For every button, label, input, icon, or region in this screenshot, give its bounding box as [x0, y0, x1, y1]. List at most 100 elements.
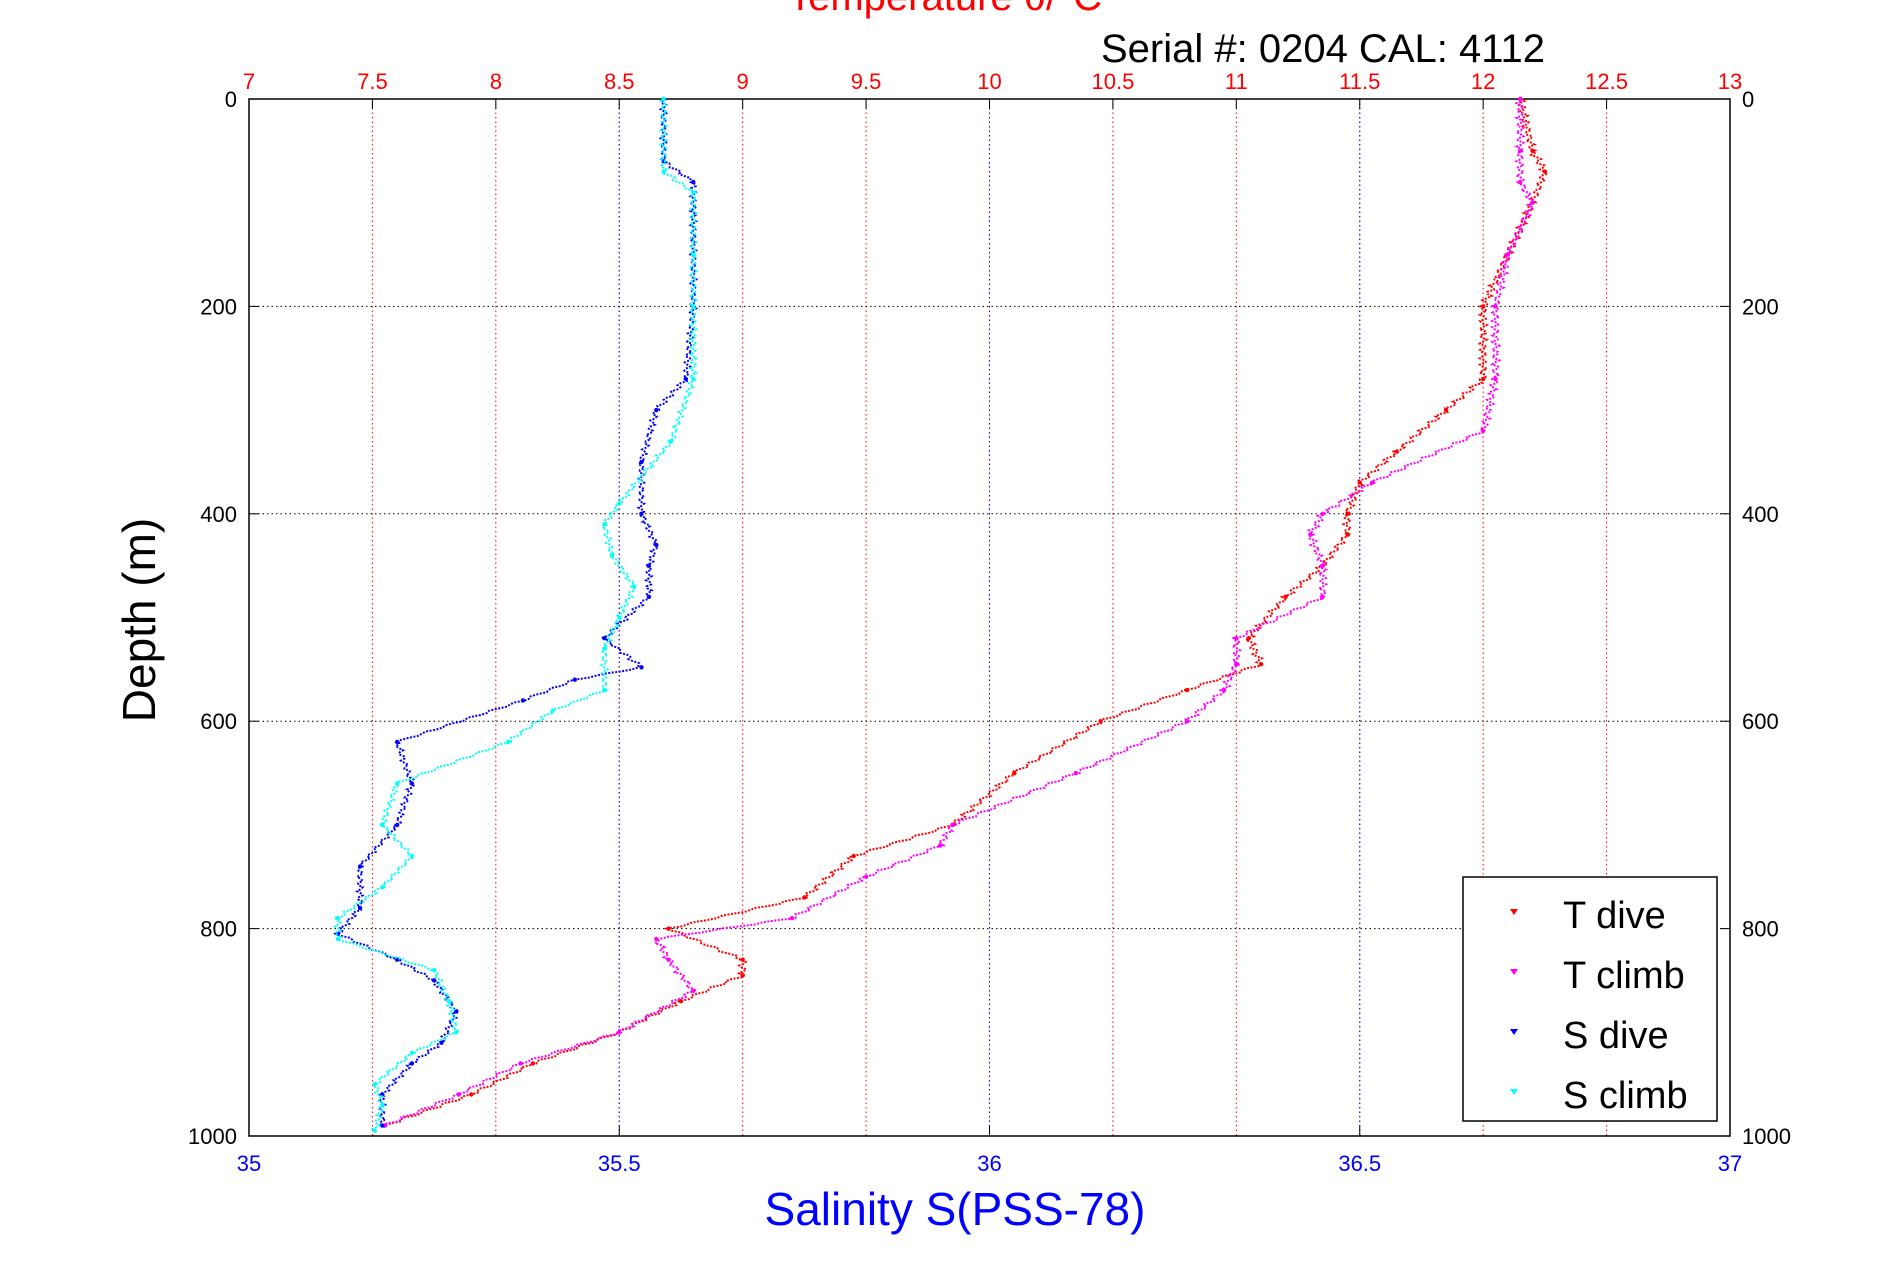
series-trace-t-dive — [384, 98, 1550, 1127]
legend-item: S climb — [1510, 1075, 1688, 1117]
data-point — [691, 376, 696, 382]
data-point — [1518, 148, 1523, 153]
legend: T dive T climb S dive S climb — [1462, 876, 1718, 1122]
data-point — [666, 957, 671, 962]
legend-marker — [1510, 909, 1518, 915]
depth-tick-label-left: 0 — [225, 87, 237, 112]
data-point — [446, 999, 452, 1004]
data-point — [851, 853, 856, 859]
temperature-axis-title: Temperature θ/°C — [788, 0, 1102, 19]
depth-tick-label-right: 0 — [1742, 87, 1754, 112]
data-point — [668, 439, 674, 444]
data-point — [380, 1123, 385, 1128]
data-point — [1505, 252, 1511, 257]
depth-tick-label-right: 400 — [1742, 502, 1779, 527]
data-point — [691, 252, 696, 257]
data-point — [802, 895, 807, 900]
sal-tick-label: 37 — [1718, 1151, 1742, 1176]
data-point — [691, 190, 696, 195]
data-point — [602, 687, 607, 693]
data-point — [1481, 428, 1486, 433]
data-point — [1246, 636, 1251, 641]
data-point — [394, 781, 400, 786]
series-layer — [332, 96, 1550, 1134]
data-point — [661, 169, 666, 174]
data-point — [520, 698, 526, 703]
legend-item: S dive — [1510, 1015, 1669, 1057]
temp-tick-label: 10.5 — [1092, 69, 1135, 94]
data-point — [1345, 511, 1350, 516]
data-point — [950, 822, 955, 828]
data-point — [394, 739, 400, 745]
legend-label: S climb — [1563, 1075, 1688, 1117]
data-point — [863, 874, 869, 879]
data-point — [639, 459, 644, 465]
data-point — [550, 708, 555, 713]
data-point — [431, 967, 437, 973]
series-s-climb — [333, 96, 699, 1134]
temp-tick-label: 7 — [243, 69, 255, 94]
temp-tick-label: 12.5 — [1585, 69, 1628, 94]
data-point — [1369, 480, 1375, 485]
data-point — [602, 646, 607, 651]
data-point — [631, 584, 637, 589]
data-point — [1357, 480, 1363, 485]
data-point — [678, 999, 684, 1004]
data-point — [1493, 304, 1498, 309]
legend-marker — [1510, 1029, 1518, 1035]
data-point — [639, 665, 644, 670]
depth-tick-label-right: 600 — [1742, 709, 1779, 734]
data-point — [617, 501, 622, 506]
data-point — [454, 1009, 459, 1014]
temp-tick-label: 9.5 — [851, 69, 882, 94]
data-point — [1184, 719, 1190, 724]
data-point — [937, 843, 943, 848]
depth-tick-label-right: 200 — [1742, 294, 1779, 319]
data-point — [602, 636, 607, 641]
data-point — [530, 1061, 536, 1066]
data-point — [1530, 200, 1535, 205]
temp-tick-label: 12 — [1471, 69, 1495, 94]
temp-tick-label: 7.5 — [357, 69, 388, 94]
data-point — [691, 179, 696, 185]
data-point — [372, 1128, 378, 1134]
depth-tick-label-left: 1000 — [188, 1124, 237, 1149]
depth-axis-title: Depth (m) — [113, 518, 165, 722]
depth-tick-label-left: 400 — [200, 502, 237, 527]
data-point — [691, 988, 696, 993]
data-point — [1542, 169, 1548, 174]
data-point — [409, 853, 415, 859]
data-point — [1234, 662, 1239, 667]
data-point — [661, 96, 666, 102]
data-point — [1518, 96, 1523, 102]
data-point — [372, 1082, 378, 1087]
legend-item: T dive — [1510, 895, 1666, 937]
data-point — [1493, 376, 1498, 382]
data-point — [518, 1061, 523, 1066]
data-point — [683, 376, 689, 382]
data-point — [1308, 532, 1313, 537]
series-t-climb — [382, 96, 1537, 1128]
data-point — [1394, 449, 1400, 454]
data-point — [1518, 179, 1523, 185]
data-point — [431, 978, 437, 983]
data-point — [1258, 662, 1264, 667]
data-point — [409, 1061, 415, 1066]
depth-tick-label-right: 800 — [1742, 917, 1779, 942]
data-point — [1345, 532, 1350, 537]
data-point — [409, 1050, 415, 1056]
legend-marker — [1510, 1089, 1518, 1095]
data-point — [666, 926, 671, 931]
series-trace-s-climb — [333, 98, 699, 1132]
data-point — [409, 781, 415, 786]
data-point — [335, 916, 341, 921]
data-point — [691, 304, 696, 309]
legend-label: T climb — [1563, 955, 1685, 997]
legend-box — [1462, 876, 1718, 1122]
depth-tick-label-right: 1000 — [1742, 1124, 1791, 1149]
data-point — [380, 1102, 385, 1108]
salinity-axis-title: Salinity S(PSS-78) — [765, 1183, 1146, 1235]
data-point — [1481, 304, 1486, 309]
data-point — [380, 822, 385, 828]
data-point — [617, 615, 622, 620]
